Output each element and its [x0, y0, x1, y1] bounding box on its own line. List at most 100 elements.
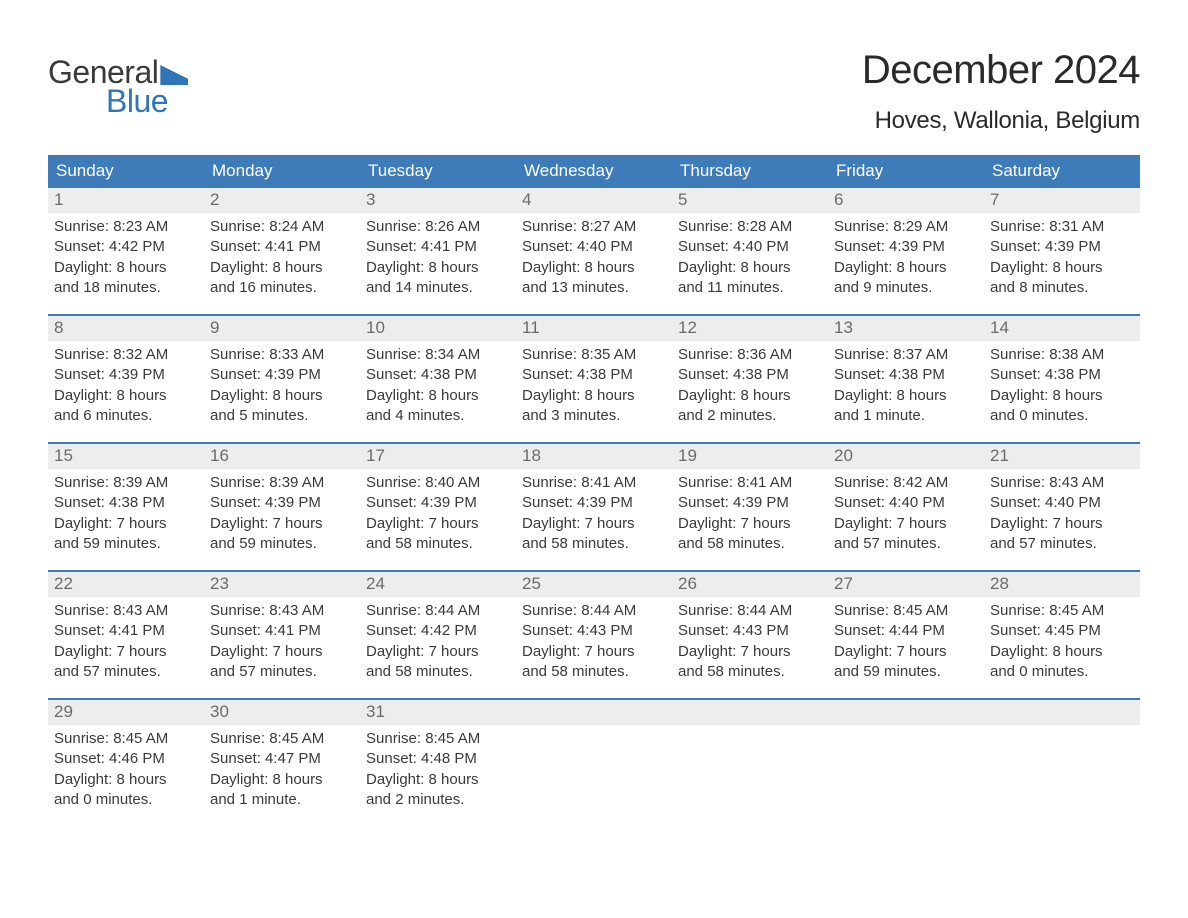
day-dl2-line: and 0 minutes.	[54, 790, 198, 810]
day-body: Sunrise: 8:42 AMSunset: 4:40 PMDaylight:…	[828, 469, 984, 562]
day-sr-line: Sunrise: 8:41 AM	[522, 473, 666, 493]
calendar-day-cell: 24Sunrise: 8:44 AMSunset: 4:42 PMDayligh…	[360, 572, 516, 698]
day-sr-line: Sunrise: 8:39 AM	[210, 473, 354, 493]
day-dl1-line: Daylight: 7 hours	[366, 642, 510, 662]
day-sr-line: Sunrise: 8:45 AM	[990, 601, 1134, 621]
calendar-day-cell: 13Sunrise: 8:37 AMSunset: 4:38 PMDayligh…	[828, 316, 984, 442]
day-dl2-line: and 57 minutes.	[54, 662, 198, 682]
day-number: 18	[516, 444, 672, 469]
day-body: Sunrise: 8:43 AMSunset: 4:41 PMDaylight:…	[48, 597, 204, 690]
calendar-day-cell	[672, 700, 828, 826]
day-sr-line: Sunrise: 8:42 AM	[834, 473, 978, 493]
day-ss-line: Sunset: 4:41 PM	[366, 237, 510, 257]
day-dl2-line: and 58 minutes.	[366, 534, 510, 554]
calendar-day-cell: 4Sunrise: 8:27 AMSunset: 4:40 PMDaylight…	[516, 188, 672, 314]
day-dl1-line: Daylight: 7 hours	[210, 514, 354, 534]
calendar-day-cell: 19Sunrise: 8:41 AMSunset: 4:39 PMDayligh…	[672, 444, 828, 570]
day-sr-line: Sunrise: 8:29 AM	[834, 217, 978, 237]
day-body: Sunrise: 8:43 AMSunset: 4:40 PMDaylight:…	[984, 469, 1140, 562]
logo: General Blue	[48, 54, 188, 120]
day-dl1-line: Daylight: 7 hours	[522, 514, 666, 534]
day-dl2-line: and 57 minutes.	[990, 534, 1134, 554]
calendar: SundayMondayTuesdayWednesdayThursdayFrid…	[48, 155, 1140, 826]
day-body: Sunrise: 8:41 AMSunset: 4:39 PMDaylight:…	[672, 469, 828, 562]
day-dl1-line: Daylight: 8 hours	[990, 386, 1134, 406]
calendar-day-cell: 12Sunrise: 8:36 AMSunset: 4:38 PMDayligh…	[672, 316, 828, 442]
day-number: 23	[204, 572, 360, 597]
calendar-day-cell: 20Sunrise: 8:42 AMSunset: 4:40 PMDayligh…	[828, 444, 984, 570]
day-ss-line: Sunset: 4:39 PM	[834, 237, 978, 257]
day-dl1-line: Daylight: 7 hours	[834, 514, 978, 534]
day-body: Sunrise: 8:45 AMSunset: 4:47 PMDaylight:…	[204, 725, 360, 818]
calendar-week-row: 8Sunrise: 8:32 AMSunset: 4:39 PMDaylight…	[48, 314, 1140, 442]
weekday-header-cell: Monday	[204, 155, 360, 188]
calendar-day-cell: 6Sunrise: 8:29 AMSunset: 4:39 PMDaylight…	[828, 188, 984, 314]
day-dl2-line: and 58 minutes.	[678, 662, 822, 682]
day-body: Sunrise: 8:45 AMSunset: 4:48 PMDaylight:…	[360, 725, 516, 818]
calendar-week-row: 22Sunrise: 8:43 AMSunset: 4:41 PMDayligh…	[48, 570, 1140, 698]
calendar-day-cell: 25Sunrise: 8:44 AMSunset: 4:43 PMDayligh…	[516, 572, 672, 698]
day-ss-line: Sunset: 4:41 PM	[210, 621, 354, 641]
flag-icon	[160, 65, 188, 85]
day-number: 9	[204, 316, 360, 341]
day-sr-line: Sunrise: 8:31 AM	[990, 217, 1134, 237]
day-ss-line: Sunset: 4:39 PM	[54, 365, 198, 385]
day-number-empty	[672, 700, 828, 725]
calendar-week-row: 29Sunrise: 8:45 AMSunset: 4:46 PMDayligh…	[48, 698, 1140, 826]
day-body: Sunrise: 8:40 AMSunset: 4:39 PMDaylight:…	[360, 469, 516, 562]
day-number: 6	[828, 188, 984, 213]
day-body: Sunrise: 8:44 AMSunset: 4:43 PMDaylight:…	[516, 597, 672, 690]
day-dl1-line: Daylight: 8 hours	[990, 258, 1134, 278]
title-block: December 2024 Hoves, Wallonia, Belgium	[862, 30, 1140, 135]
day-sr-line: Sunrise: 8:44 AM	[522, 601, 666, 621]
calendar-day-cell: 30Sunrise: 8:45 AMSunset: 4:47 PMDayligh…	[204, 700, 360, 826]
weekday-header-row: SundayMondayTuesdayWednesdayThursdayFrid…	[48, 155, 1140, 188]
day-number: 27	[828, 572, 984, 597]
weekday-header-cell: Wednesday	[516, 155, 672, 188]
calendar-day-cell: 28Sunrise: 8:45 AMSunset: 4:45 PMDayligh…	[984, 572, 1140, 698]
day-dl1-line: Daylight: 8 hours	[54, 770, 198, 790]
day-number: 8	[48, 316, 204, 341]
day-body: Sunrise: 8:45 AMSunset: 4:45 PMDaylight:…	[984, 597, 1140, 690]
day-dl2-line: and 1 minute.	[210, 790, 354, 810]
day-body: Sunrise: 8:23 AMSunset: 4:42 PMDaylight:…	[48, 213, 204, 306]
calendar-day-cell: 17Sunrise: 8:40 AMSunset: 4:39 PMDayligh…	[360, 444, 516, 570]
day-dl2-line: and 14 minutes.	[366, 278, 510, 298]
day-ss-line: Sunset: 4:41 PM	[210, 237, 354, 257]
day-dl2-line: and 0 minutes.	[990, 662, 1134, 682]
weeks-container: 1Sunrise: 8:23 AMSunset: 4:42 PMDaylight…	[48, 188, 1140, 826]
calendar-week-row: 15Sunrise: 8:39 AMSunset: 4:38 PMDayligh…	[48, 442, 1140, 570]
day-body: Sunrise: 8:36 AMSunset: 4:38 PMDaylight:…	[672, 341, 828, 434]
day-ss-line: Sunset: 4:38 PM	[990, 365, 1134, 385]
day-dl2-line: and 13 minutes.	[522, 278, 666, 298]
day-number: 16	[204, 444, 360, 469]
day-dl1-line: Daylight: 8 hours	[366, 386, 510, 406]
day-number: 11	[516, 316, 672, 341]
day-dl2-line: and 8 minutes.	[990, 278, 1134, 298]
day-body: Sunrise: 8:45 AMSunset: 4:44 PMDaylight:…	[828, 597, 984, 690]
day-dl2-line: and 1 minute.	[834, 406, 978, 426]
weekday-header-cell: Saturday	[984, 155, 1140, 188]
day-sr-line: Sunrise: 8:34 AM	[366, 345, 510, 365]
calendar-day-cell: 3Sunrise: 8:26 AMSunset: 4:41 PMDaylight…	[360, 188, 516, 314]
day-dl2-line: and 11 minutes.	[678, 278, 822, 298]
day-body: Sunrise: 8:26 AMSunset: 4:41 PMDaylight:…	[360, 213, 516, 306]
day-sr-line: Sunrise: 8:45 AM	[210, 729, 354, 749]
day-dl2-line: and 59 minutes.	[210, 534, 354, 554]
header: General Blue December 2024 Hoves, Wallon…	[48, 30, 1140, 135]
day-body: Sunrise: 8:44 AMSunset: 4:42 PMDaylight:…	[360, 597, 516, 690]
calendar-day-cell: 26Sunrise: 8:44 AMSunset: 4:43 PMDayligh…	[672, 572, 828, 698]
day-dl2-line: and 6 minutes.	[54, 406, 198, 426]
calendar-day-cell: 15Sunrise: 8:39 AMSunset: 4:38 PMDayligh…	[48, 444, 204, 570]
calendar-day-cell	[828, 700, 984, 826]
calendar-day-cell	[984, 700, 1140, 826]
day-dl2-line: and 59 minutes.	[834, 662, 978, 682]
day-sr-line: Sunrise: 8:43 AM	[210, 601, 354, 621]
day-sr-line: Sunrise: 8:45 AM	[366, 729, 510, 749]
day-dl1-line: Daylight: 8 hours	[366, 770, 510, 790]
day-ss-line: Sunset: 4:40 PM	[834, 493, 978, 513]
day-dl1-line: Daylight: 7 hours	[990, 514, 1134, 534]
day-body: Sunrise: 8:35 AMSunset: 4:38 PMDaylight:…	[516, 341, 672, 434]
day-ss-line: Sunset: 4:42 PM	[54, 237, 198, 257]
day-ss-line: Sunset: 4:39 PM	[210, 365, 354, 385]
